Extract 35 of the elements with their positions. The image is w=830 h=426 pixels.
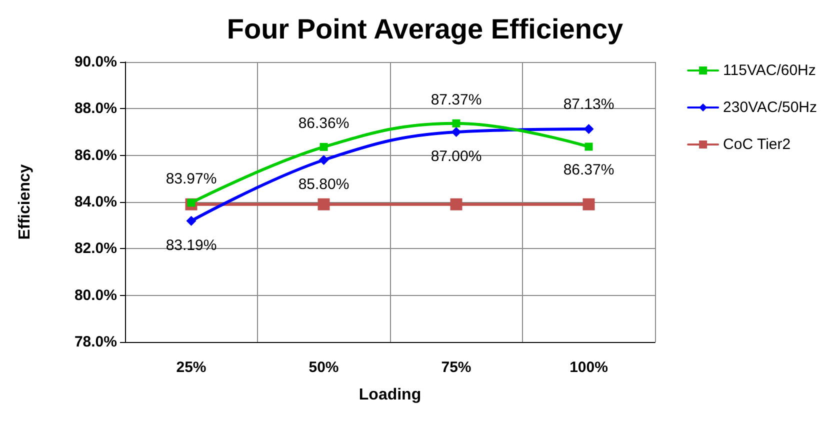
chart-title: Four Point Average Efficiency [226, 14, 624, 44]
y-tick-label: 80.0% [74, 286, 117, 304]
x-tick-label: 25% [176, 359, 206, 376]
x-axis-title: Loading [358, 386, 422, 404]
data-label: 87.37% [430, 91, 482, 108]
point [584, 142, 593, 151]
y-tick-label: 82.0% [74, 240, 117, 258]
data-label: 83.97% [166, 170, 217, 188]
point [451, 127, 462, 137]
point [584, 124, 594, 134]
y-tick-label: 86.0% [74, 146, 117, 164]
y-axis-title: Efficiency [16, 164, 34, 240]
data-label: 85.80% [298, 176, 350, 193]
point [318, 198, 330, 210]
legend-label: 115VAC/60Hz [723, 62, 816, 79]
point [186, 216, 196, 226]
point [318, 155, 329, 165]
x-tick-label: 50% [308, 359, 339, 376]
y-tick-label: 78.0% [74, 334, 117, 350]
point [450, 198, 462, 210]
y-tick-label: 90.0% [74, 54, 117, 70]
y-tick-label: 88.0% [74, 100, 117, 118]
x-tick-label: 100% [570, 359, 608, 376]
data-label: 87.00% [430, 148, 482, 165]
point [582, 198, 595, 210]
data-label: 86.36% [298, 114, 350, 132]
point [452, 119, 460, 128]
y-tick-label: 84.0% [74, 194, 117, 210]
data-label: 83.19% [166, 236, 217, 254]
legend-label: CoC Tier2 [723, 136, 791, 153]
legend-label: 230VAC/50Hz [723, 99, 818, 116]
point [320, 142, 328, 151]
x-tick-label: 75% [441, 359, 472, 376]
data-label: 87.13% [563, 96, 614, 113]
data-label: 86.37% [563, 162, 614, 179]
